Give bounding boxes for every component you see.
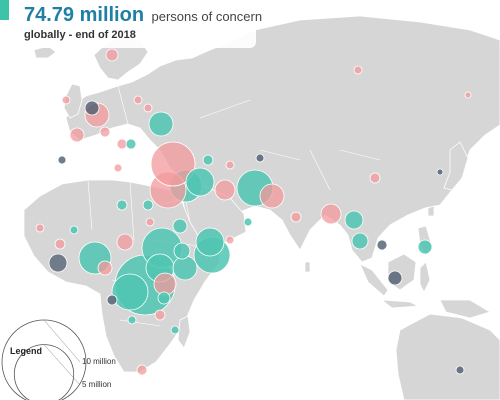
bubble-60 (243, 217, 253, 227)
bubble-28 (173, 242, 191, 260)
bubble-20 (320, 203, 342, 225)
country-border-8 (199, 99, 251, 119)
country-border-9 (259, 149, 301, 161)
bubble-48 (170, 325, 180, 335)
legend-label-10-million: 10 million (82, 357, 116, 366)
australia (395, 313, 500, 400)
headline: 74.79 million persons of concern (24, 4, 262, 27)
bubble-55 (106, 294, 118, 306)
title-accent-bar (0, 0, 9, 20)
bubble-58 (464, 91, 472, 99)
headline-subline: globally - end of 2018 (24, 29, 136, 41)
bubble-41 (142, 199, 154, 211)
bubble-62 (69, 225, 79, 235)
country-border-4 (87, 179, 93, 231)
bubble-8 (111, 273, 149, 311)
country-border-12 (117, 85, 129, 125)
country-border-7 (119, 319, 161, 327)
country-border-11 (339, 149, 381, 161)
title-panel: 74.79 million persons of concern globall… (0, 0, 262, 48)
legend-leader-1 (43, 319, 81, 363)
legend-circle-1 (1, 319, 87, 400)
bubble-16 (214, 179, 236, 201)
bubble-44 (353, 65, 363, 75)
bubble-27 (172, 218, 188, 234)
bubble-13 (185, 167, 215, 197)
eurasia-landmass (65, 15, 500, 263)
bubble-31 (105, 48, 119, 62)
bubble-6 (172, 255, 198, 281)
bubble-43 (255, 153, 265, 163)
java (380, 299, 420, 309)
bubble-32 (84, 100, 100, 116)
japan (443, 141, 469, 191)
legend-circles (1, 319, 87, 400)
bubble-50 (376, 239, 388, 251)
land-masses (23, 15, 500, 400)
taiwan (427, 205, 435, 217)
bubble-24 (387, 270, 403, 286)
bubble-9 (48, 253, 68, 273)
bubble-53 (143, 103, 153, 113)
madagascar (177, 315, 191, 349)
great-britain (63, 83, 83, 119)
bubble-42 (157, 291, 171, 305)
headline-number: 74.79 million (24, 4, 145, 26)
bubble-52 (61, 95, 71, 105)
bubble-63 (145, 217, 155, 227)
bubble-23 (417, 239, 433, 255)
bubble-38 (369, 172, 381, 184)
legend-title: Legend (10, 346, 43, 356)
sulawesi (419, 261, 431, 293)
bubble-47 (154, 309, 166, 321)
bubble-37 (290, 211, 302, 223)
bubble-33 (99, 126, 111, 138)
bubble-46 (136, 364, 148, 376)
headline-unit: persons of concern (151, 9, 263, 24)
bubble-15 (259, 183, 285, 209)
legend-label-5-million: 5 million (82, 380, 112, 389)
sri-lanka (304, 261, 311, 273)
bubble-22 (351, 232, 369, 250)
bubble-layer (35, 48, 472, 376)
bubble-39 (113, 163, 123, 173)
bubble-17 (148, 111, 174, 137)
new-guinea (439, 299, 491, 319)
bubble-54 (133, 95, 143, 105)
country-border-3 (129, 181, 135, 241)
bubble-19 (69, 127, 85, 143)
bubble-5 (195, 227, 225, 257)
bubble-56 (127, 315, 137, 325)
bubble-21 (344, 210, 364, 230)
bubble-26 (97, 260, 113, 276)
legend-leader-2 (43, 344, 81, 386)
bubble-34 (116, 138, 128, 150)
bubble-30 (54, 238, 66, 250)
bubble-61 (35, 223, 45, 233)
bubble-51 (225, 160, 235, 170)
sumatra (359, 263, 389, 297)
bubble-36 (202, 154, 214, 166)
country-border-10 (309, 149, 331, 191)
bubble-59 (225, 235, 235, 245)
bubble-49 (57, 155, 67, 165)
bubble-35 (125, 138, 137, 150)
bubble-45 (455, 365, 465, 375)
bubble-57 (436, 168, 444, 176)
bubble-40 (116, 199, 128, 211)
bubble-12 (150, 141, 196, 187)
bubble-25 (116, 233, 134, 251)
